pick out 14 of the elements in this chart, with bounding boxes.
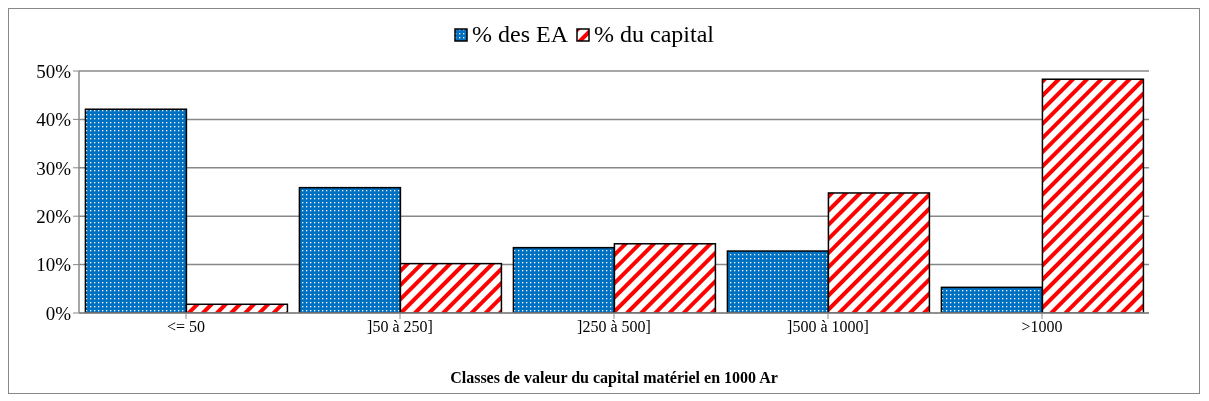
x-tick-label: ]250 à 500] [577,318,651,336]
x-tick-label: <= 50 [166,318,206,336]
y-tick-label: 20% [36,205,72,227]
y-tick-label: 50% [36,60,72,82]
legend-label: % des EA [472,21,569,48]
y-tick-label: 30% [36,157,72,179]
legend-label: % du capital [594,21,714,48]
y-tick-label: 10% [36,254,72,276]
y-tick-label: 40% [36,109,72,131]
x-axis-title: Classes de valeur du capital matériel en 1000 Ar [450,369,778,387]
x-tick-label: ]500 à 1000] [787,318,869,336]
y-tick-label: 0% [45,302,72,324]
x-tick-label: ]50 à 250] [367,318,433,336]
x-tick-label: >1000 [1021,318,1063,336]
